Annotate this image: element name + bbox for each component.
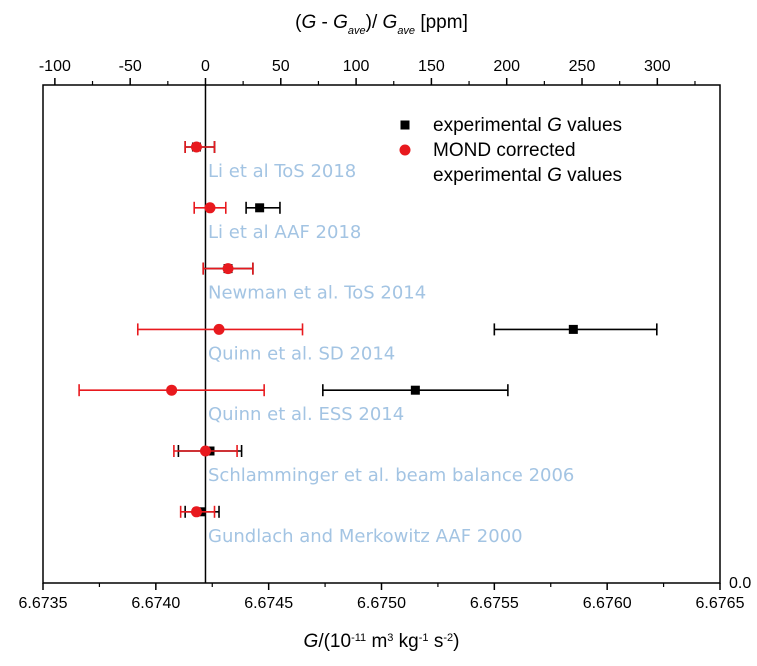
data-point-circle [199, 445, 211, 457]
experiment-label: Schlamminger et al. beam balance 2006 [208, 465, 574, 486]
experiment-label: Quinn et al. ESS 2014 [208, 404, 404, 425]
text-segment: -2 [443, 632, 453, 644]
x2-tick-label: 200 [493, 58, 520, 75]
data-point-circle [190, 141, 202, 153]
experiment-label: Gundlach and Merkowitz AAF 2000 [208, 526, 523, 547]
x2-tick-label: 300 [644, 58, 671, 75]
x2-tick-label: -50 [119, 58, 142, 75]
data-point-square [568, 324, 578, 334]
x-axis-title: G/(10-11 m3 kg-1 s-2) [304, 631, 460, 652]
experiment-label: Li et al AAF 2018 [208, 222, 361, 243]
text-segment: kg [393, 631, 418, 652]
experiment-label: Li et al ToS 2018 [208, 161, 356, 182]
x-tick-label: 6.6755 [470, 595, 519, 612]
right-axis-label: 0.0 [729, 575, 751, 592]
text-segment: -11 [351, 632, 366, 644]
text-segment: G [333, 12, 348, 33]
text-segment: G [547, 165, 562, 186]
legend-label: MOND corrected [433, 140, 576, 161]
legend-marker-circle [399, 144, 411, 156]
x2-tick-label: 0 [201, 58, 210, 75]
x-tick-label: 6.6740 [131, 595, 180, 612]
text-segment: -1 [419, 632, 429, 644]
text-segment: experimental [433, 115, 547, 136]
text-segment: G [301, 12, 316, 33]
text-segment: ave [348, 25, 366, 37]
x2-tick-label: 50 [272, 58, 290, 75]
x-tick-label: 6.6745 [244, 595, 293, 612]
data-point-circle [204, 202, 216, 214]
data-point-circle [166, 384, 178, 396]
text-segment: ) [453, 631, 459, 652]
text-segment: MOND corrected [433, 140, 576, 161]
text-segment: values [562, 115, 622, 136]
x-tick-label: 6.6760 [583, 595, 632, 612]
legend-label: experimental G values [433, 115, 622, 136]
legend-label: experimental G values [433, 165, 622, 186]
text-segment: G [547, 115, 562, 136]
x2-tick-label: 150 [418, 58, 445, 75]
x2-tick-label: 250 [569, 58, 596, 75]
text-segment: m [366, 631, 387, 652]
text-segment: experimental [433, 165, 547, 186]
text-segment: )/ [366, 12, 383, 33]
data-point-square [255, 203, 265, 213]
data-point-circle [222, 263, 234, 275]
x2-axis-title: (G - Gave)/ Gave [ppm] [295, 12, 468, 37]
x2-tick-label: 100 [343, 58, 370, 75]
plot-area: 6.6735 6.6740 6.6745 6.6750 6.6755 6.6760 6.67… [19, 12, 752, 652]
text-segment: values [562, 165, 622, 186]
text-segment: s [429, 631, 444, 652]
text-segment: G [304, 631, 319, 652]
data-point-circle [213, 323, 225, 335]
legend-marker-square [400, 120, 410, 130]
experiment-label: Newman et al. ToS 2014 [208, 283, 426, 304]
x-tick-label: 6.6750 [357, 595, 406, 612]
text-segment: ( [295, 12, 302, 33]
x-tick-label: 6.6735 [19, 595, 68, 612]
text-segment: /(10 [318, 631, 351, 652]
data-point-circle [190, 506, 202, 518]
text-segment: ave [397, 25, 415, 37]
x2-tick-label: -100 [39, 58, 71, 75]
text-segment: [ppm] [415, 12, 468, 33]
x-tick-label: 6.6765 [696, 595, 745, 612]
text-segment: G [383, 12, 398, 33]
experiment-label: Quinn et al. SD 2014 [208, 343, 395, 364]
text-segment: 3 [387, 632, 393, 644]
text-segment: - [316, 12, 333, 33]
plot-frame [42, 84, 721, 584]
data-point-square [410, 385, 420, 395]
